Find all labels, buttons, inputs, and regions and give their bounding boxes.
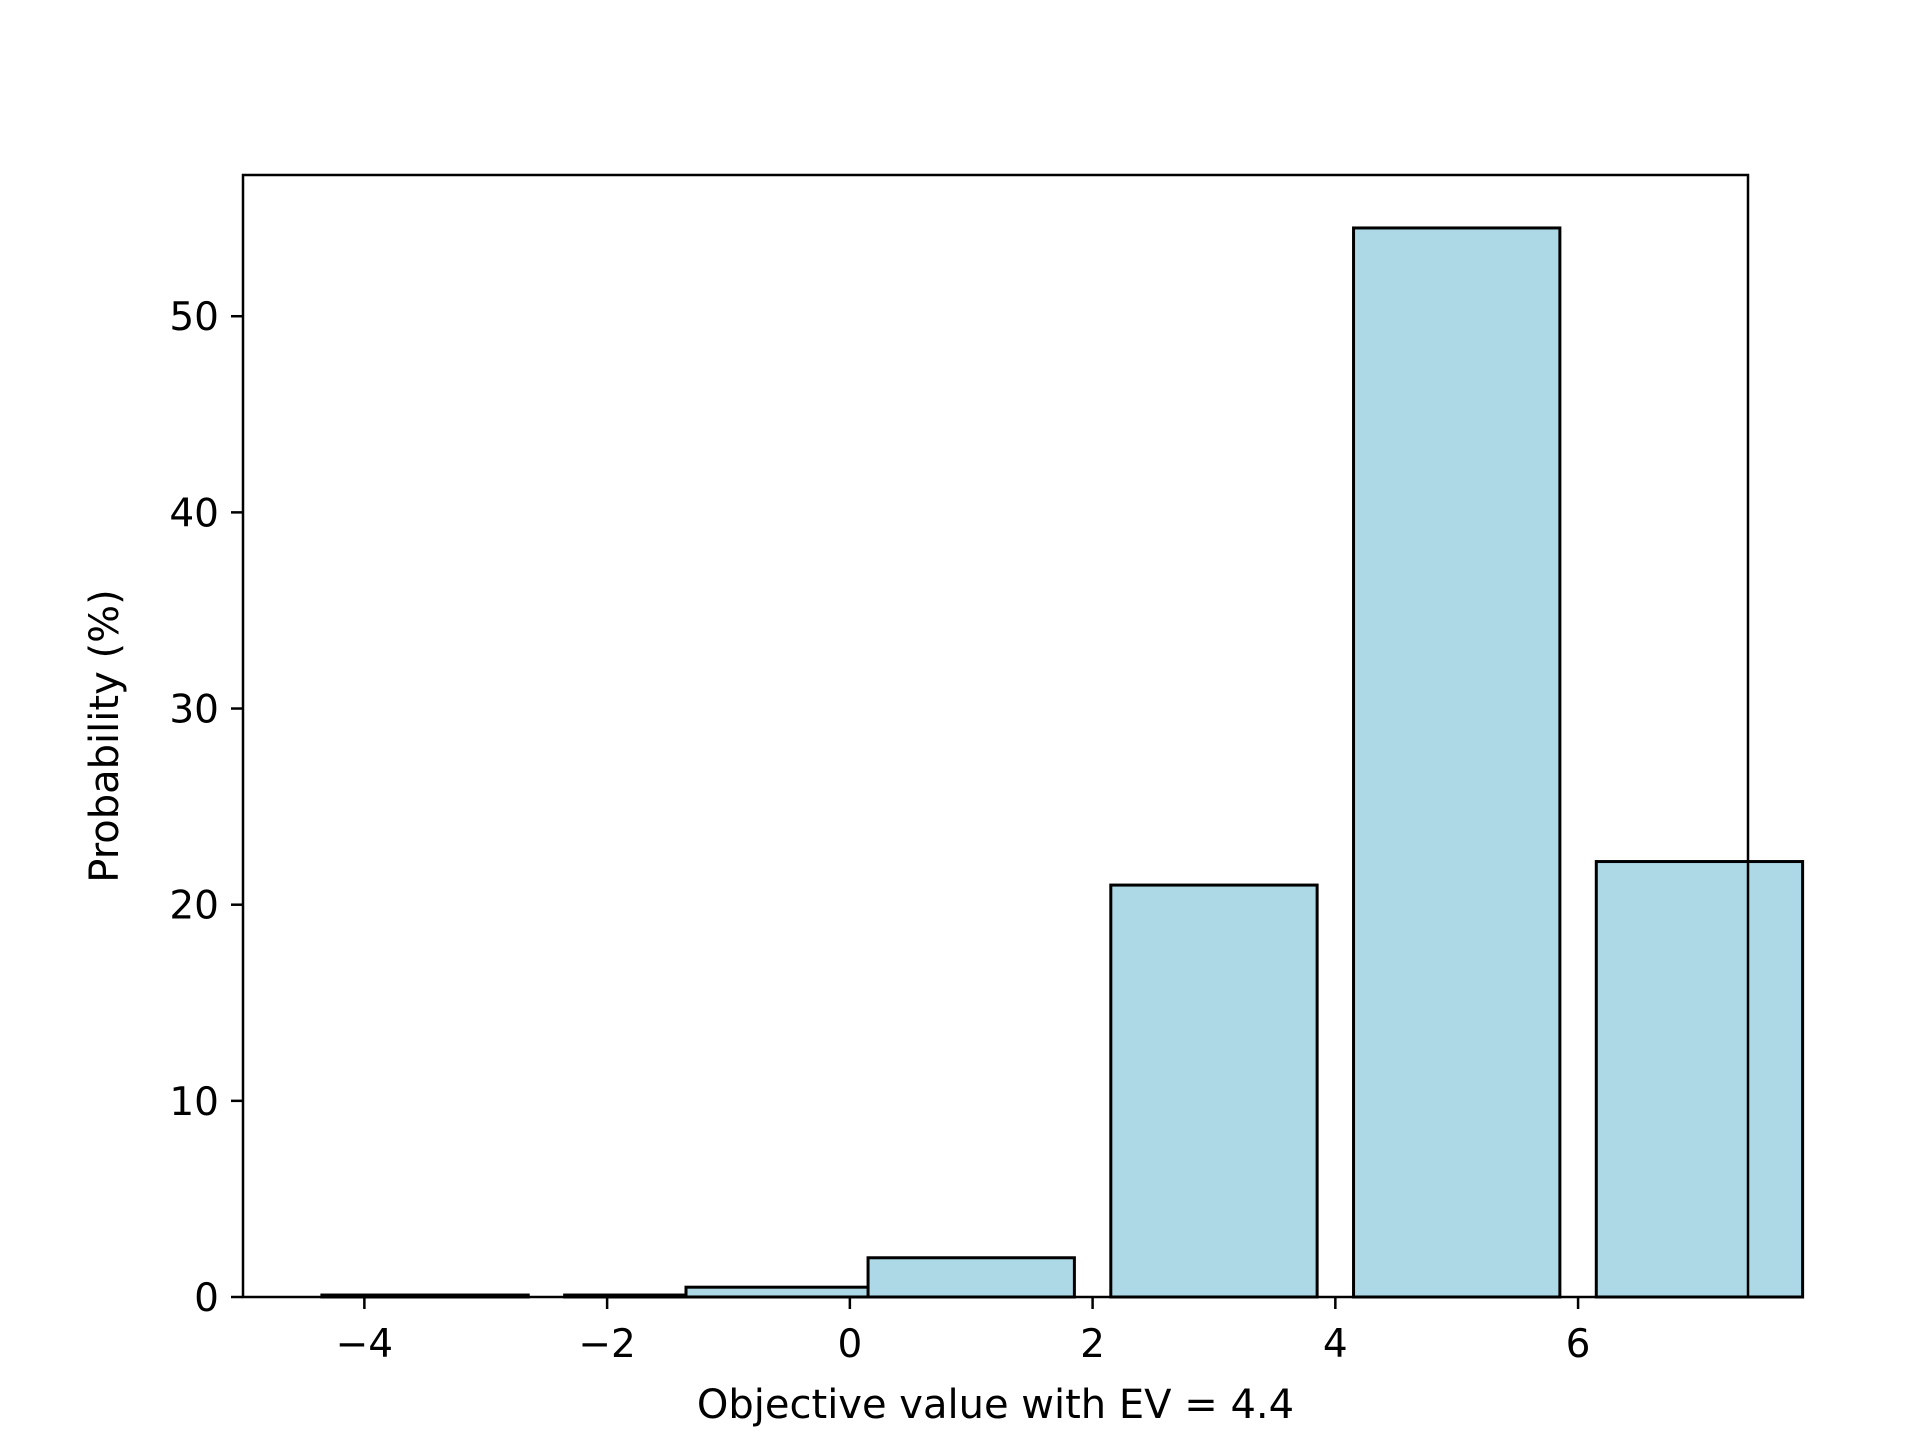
x-tick-label: −2 (578, 1322, 636, 1367)
bars-layer (320, 226, 1805, 1299)
bar (1594, 860, 1805, 1299)
bar (1352, 226, 1562, 1299)
x-tick-label: 2 (1080, 1322, 1105, 1367)
axes-layer: −4 −2 0 2 4 6 0 10 20 30 40 50 (169, 173, 1750, 1367)
y-tick-label: 50 (169, 295, 219, 340)
x-tick-label: −4 (336, 1322, 394, 1367)
bar (1109, 883, 1319, 1299)
y-tick-label: 30 (169, 688, 219, 733)
bar (684, 1285, 894, 1299)
y-tick-label: 10 (169, 1080, 219, 1125)
y-tick-label: 0 (194, 1276, 219, 1321)
bar (866, 1256, 1076, 1299)
labels-layer: Objective value with EV = 4.4 Probabilit… (82, 589, 1294, 1428)
y-tick-label: 20 (169, 884, 219, 929)
y-axis-label: Probability (%) (82, 589, 128, 882)
y-tick-label: 40 (169, 491, 219, 536)
plot-frame (241, 173, 1750, 1299)
x-tick-label: 0 (837, 1322, 862, 1367)
x-tick-label: 6 (1566, 1322, 1591, 1367)
x-axis-label: Objective value with EV = 4.4 (697, 1382, 1294, 1428)
x-tick-label: 4 (1323, 1322, 1348, 1367)
